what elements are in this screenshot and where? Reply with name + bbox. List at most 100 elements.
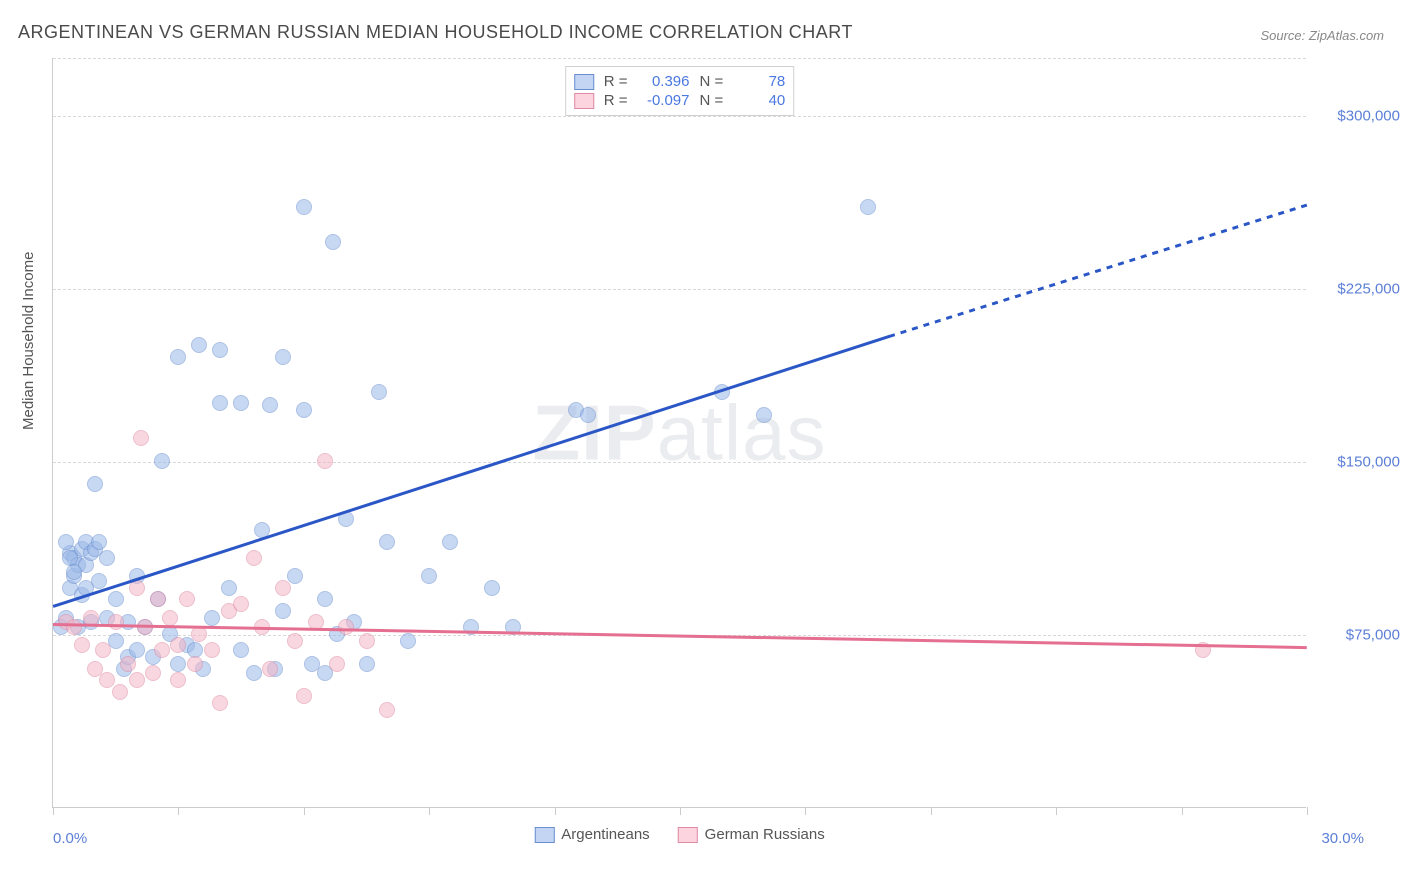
y-axis-label: Median Household Income: [20, 252, 37, 430]
scatter-point-argentinean: [400, 633, 416, 649]
scatter-point-german-russian: [129, 672, 145, 688]
x-tick: [555, 807, 556, 815]
scatter-point-argentinean: [233, 395, 249, 411]
scatter-point-german-russian: [338, 619, 354, 635]
scatter-point-argentinean: [317, 591, 333, 607]
scatter-point-german-russian: [275, 580, 291, 596]
scatter-point-argentinean: [421, 568, 437, 584]
scatter-point-german-russian: [112, 684, 128, 700]
scatter-point-argentinean: [325, 234, 341, 250]
correlation-legend: R = 0.396 N = 78 R =-0.097N =40: [565, 66, 795, 116]
n-label: N =: [700, 73, 724, 90]
scatter-point-german-russian: [246, 550, 262, 566]
y-tick-label: $150,000: [1337, 453, 1400, 470]
scatter-point-argentinean: [296, 199, 312, 215]
x-tick: [931, 807, 932, 815]
scatter-point-argentinean: [756, 407, 772, 423]
scatter-point-argentinean: [66, 564, 82, 580]
scatter-point-german-russian: [74, 637, 90, 653]
legend-item-german-russians: German Russians: [678, 826, 825, 843]
scatter-point-argentinean: [91, 534, 107, 550]
scatter-point-argentinean: [296, 402, 312, 418]
legend-label: German Russians: [705, 826, 825, 843]
x-tick: [1182, 807, 1183, 815]
scatter-point-argentinean: [212, 342, 228, 358]
scatter-point-german-russian: [145, 665, 161, 681]
x-axis-max-label: 30.0%: [1321, 830, 1364, 847]
scatter-point-argentinean: [246, 665, 262, 681]
scatter-point-argentinean: [580, 407, 596, 423]
source-attribution: Source: ZipAtlas.com: [1260, 28, 1384, 43]
scatter-point-argentinean: [58, 534, 74, 550]
scatter-point-argentinean: [191, 337, 207, 353]
scatter-point-german-russian: [329, 656, 345, 672]
scatter-point-german-russian: [120, 656, 136, 672]
gridline: [53, 462, 1306, 463]
correlation-legend-row: R =-0.097N =40: [574, 92, 786, 109]
x-tick: [178, 807, 179, 815]
scatter-point-german-russian: [95, 642, 111, 658]
x-tick: [805, 807, 806, 815]
scatter-point-argentinean: [212, 395, 228, 411]
gridline: [53, 58, 1306, 59]
scatter-point-german-russian: [233, 596, 249, 612]
x-tick: [304, 807, 305, 815]
scatter-point-german-russian: [154, 642, 170, 658]
legend-swatch-icon: [678, 827, 698, 843]
r-label: R =: [604, 73, 628, 90]
scatter-point-german-russian: [191, 626, 207, 642]
scatter-plot-area: ZIPatlas R =0.396N =78R =-0.097N =40 Arg…: [52, 58, 1306, 808]
scatter-point-argentinean: [275, 603, 291, 619]
scatter-point-german-russian: [287, 633, 303, 649]
scatter-point-german-russian: [162, 610, 178, 626]
legend-swatch-icon: [574, 74, 594, 90]
scatter-point-argentinean: [233, 642, 249, 658]
scatter-point-argentinean: [99, 550, 115, 566]
scatter-point-argentinean: [204, 610, 220, 626]
r-value: 0.396: [638, 73, 690, 90]
scatter-point-german-russian: [179, 591, 195, 607]
scatter-point-argentinean: [359, 656, 375, 672]
y-tick-label: $300,000: [1337, 107, 1400, 124]
scatter-point-argentinean: [262, 397, 278, 413]
scatter-point-argentinean: [170, 349, 186, 365]
legend-swatch-icon: [534, 827, 554, 843]
scatter-point-argentinean: [154, 453, 170, 469]
scatter-point-argentinean: [860, 199, 876, 215]
scatter-point-argentinean: [379, 534, 395, 550]
scatter-point-german-russian: [187, 656, 203, 672]
scatter-point-german-russian: [212, 695, 228, 711]
scatter-point-argentinean: [170, 656, 186, 672]
scatter-point-german-russian: [379, 702, 395, 718]
n-label: N =: [700, 92, 724, 109]
scatter-point-german-russian: [359, 633, 375, 649]
x-tick: [1056, 807, 1057, 815]
legend-label: Argentineans: [561, 826, 649, 843]
trendline-argentinean-extrapolated: [889, 203, 1308, 337]
scatter-point-argentinean: [87, 476, 103, 492]
scatter-point-german-russian: [170, 637, 186, 653]
scatter-point-argentinean: [442, 534, 458, 550]
scatter-point-argentinean: [371, 384, 387, 400]
trendline-argentinean: [53, 335, 890, 607]
x-tick: [1307, 807, 1308, 815]
scatter-point-argentinean: [484, 580, 500, 596]
scatter-point-argentinean: [221, 580, 237, 596]
gridline: [53, 116, 1306, 117]
scatter-point-german-russian: [150, 591, 166, 607]
scatter-point-german-russian: [204, 642, 220, 658]
n-value: 78: [733, 73, 785, 90]
gridline: [53, 289, 1306, 290]
legend-item-argentineans: Argentineans: [534, 826, 649, 843]
chart-title: ARGENTINEAN VS GERMAN RUSSIAN MEDIAN HOU…: [18, 22, 853, 43]
scatter-point-german-russian: [108, 614, 124, 630]
x-tick: [680, 807, 681, 815]
watermark-text: ZIPatlas: [532, 387, 826, 478]
scatter-point-argentinean: [108, 591, 124, 607]
legend-swatch-icon: [574, 93, 594, 109]
series-legend: Argentineans German Russians: [534, 826, 824, 843]
scatter-point-german-russian: [66, 619, 82, 635]
y-tick-label: $225,000: [1337, 280, 1400, 297]
x-tick: [53, 807, 54, 815]
scatter-point-german-russian: [170, 672, 186, 688]
